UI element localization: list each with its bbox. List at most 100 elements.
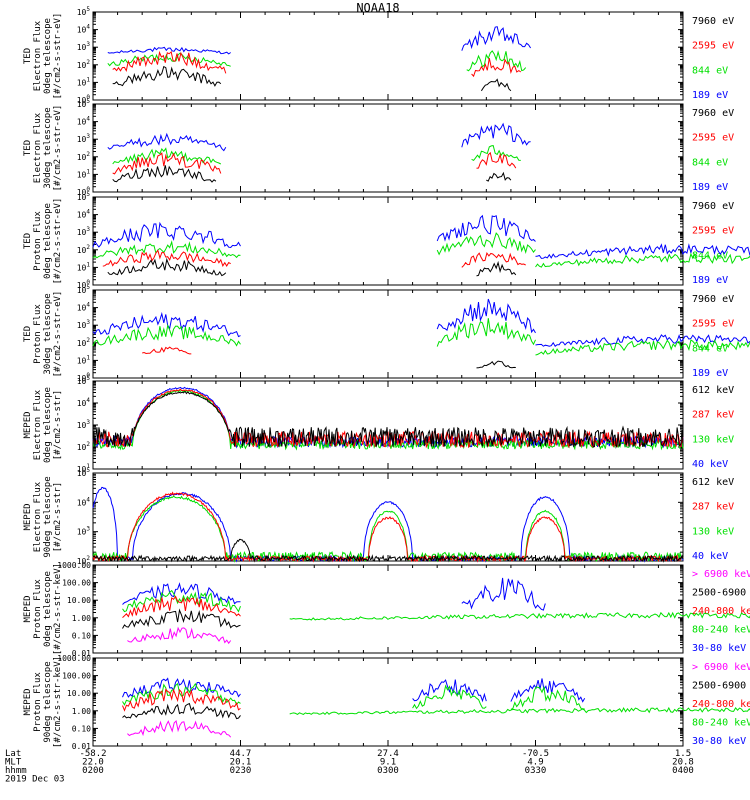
legend-entry: 130 keV [692, 526, 734, 537]
y-axis-label: [#/cm2-s-str-eV] [53, 198, 63, 285]
y-tick-label: 102 [77, 151, 91, 162]
y-tick-label: 103 [77, 133, 91, 144]
legend-entry: 287 keV [692, 410, 734, 421]
y-axis-label: Electron Flux [33, 20, 43, 91]
legend-entry: 189 eV [692, 182, 728, 193]
y-tick-label: 0.10 [72, 631, 91, 640]
series-189-ev-panel-1 [107, 26, 532, 55]
y-tick-label: 1000.00 [57, 654, 91, 663]
time-axis-value: 20.8 [672, 758, 694, 768]
y-axis-label: Proton Flux [33, 579, 43, 639]
series-612-kev-panel-5 [92, 391, 684, 449]
y-tick-label: 101 [77, 354, 91, 365]
legend-entry: 40 keV [692, 551, 728, 562]
y-tick-label: 0.01 [72, 742, 91, 751]
series-7960-ev-panel-3 [107, 257, 517, 277]
y-axis-label: Electron Flux [33, 389, 43, 460]
y-tick-label: 10.00 [67, 689, 91, 698]
panel-5-frame [92, 380, 684, 470]
y-tick-label: 1.00 [72, 614, 91, 623]
legend-entry: 189 eV [692, 90, 728, 101]
time-axis-value: 20.1 [230, 758, 252, 768]
y-tick-label: 100.00 [62, 579, 91, 588]
time-axis-value: 0200 [82, 766, 104, 776]
legend-entry: 7960 eV [692, 201, 734, 212]
y-tick-label: 103 [77, 226, 91, 237]
y-tick-label: 102 [77, 244, 91, 255]
legend-entry: 130 keV [692, 434, 734, 445]
y-tick-label: 105 [77, 284, 91, 295]
series-6900-kev-panel-8 [127, 719, 232, 738]
y-tick-label: 101 [77, 76, 91, 87]
series-2595-ev-panel-3 [102, 249, 526, 268]
y-tick-label: 10.00 [67, 596, 91, 605]
series-6900-kev-panel-7 [127, 626, 232, 645]
y-axis-label: TED [23, 140, 33, 156]
series-287-kev-panel-6 [92, 491, 684, 563]
panel-1-frame [92, 11, 684, 101]
series-189-ev-panel-3 [92, 214, 750, 259]
y-axis-label: 0deg telescope [43, 571, 53, 647]
y-tick-label: 103 [77, 526, 91, 537]
legend-entry: 30-80 keV [692, 643, 746, 654]
time-axis-value: 4.9 [527, 758, 543, 768]
series-612-kev-panel-6 [92, 538, 684, 563]
series-240-800-kev-panel-8 [122, 688, 241, 712]
y-tick-label: 1000.00 [57, 561, 91, 570]
series-40-kev-panel-6 [92, 486, 684, 563]
time-axis-value: 27.4 [377, 749, 399, 759]
series-2595-ev-panel-1 [112, 50, 522, 78]
y-axis-label: 0deg telescope [43, 18, 53, 94]
y-tick-label: 103 [77, 41, 91, 52]
y-axis-label: 90deg telescope [43, 661, 53, 742]
series-7960-ev-panel-4 [476, 360, 516, 369]
y-tick-label: 102 [77, 337, 91, 348]
y-axis-label: TED [23, 48, 33, 64]
y-tick-label: 105 [77, 191, 91, 202]
series-2595-ev-panel-2 [112, 151, 517, 175]
legend-entry: 30-80 keV [692, 736, 746, 747]
time-axis-value: 1.5 [675, 749, 691, 759]
legend-entry: 2595 eV [692, 41, 734, 52]
legend-entry: 844 eV [692, 65, 728, 76]
legend-entry: > 6900 keV [692, 569, 750, 580]
time-axis-value: 9.1 [380, 758, 396, 768]
legend-entry: 2595 eV [692, 226, 734, 237]
y-tick-label: 101 [77, 463, 91, 474]
y-tick-label: 101 [77, 168, 91, 179]
plot-title: NOAA18 [356, 1, 399, 15]
y-tick-label: 1.00 [72, 707, 91, 716]
series-844-ev-panel-3 [92, 232, 750, 268]
y-axis-label: Proton Flux [33, 304, 43, 364]
y-axis-label: MEPED [23, 503, 33, 530]
time-axis-row-label: Lat [5, 749, 21, 759]
legend-entry: 189 eV [692, 275, 728, 286]
legend-entry: 240-800 keV [692, 606, 750, 617]
y-axis-label: [#/cm2-s-str] [53, 390, 63, 460]
series-130-kev-panel-6 [92, 495, 684, 563]
time-axis-value: 22.0 [82, 758, 104, 768]
legend-entry: 2500-6900 [692, 681, 746, 692]
y-axis-label: 90deg telescope [43, 476, 53, 557]
y-tick-label: 104 [77, 24, 91, 35]
series-844-ev-panel-4 [92, 318, 750, 356]
legend-entry: 80-240 keV [692, 625, 750, 636]
panel-6-frame [92, 472, 684, 562]
y-tick-label: 105 [77, 375, 91, 386]
series-40-kev-panel-5 [92, 386, 684, 449]
y-axis-label: [#/cm2-s-str-keV] [53, 563, 63, 655]
legend-entry: 2595 eV [692, 133, 734, 144]
legend-entry: 287 keV [692, 502, 734, 513]
series-30-80-kev-panel-7 [122, 577, 546, 611]
y-axis-label: TED [23, 233, 33, 249]
y-tick-label: 105 [77, 6, 91, 17]
series-7960-ev-panel-1 [112, 65, 512, 92]
y-axis-label: 0deg telescope [43, 387, 53, 463]
y-axis-label: [#/cm2-s-str-eV] [53, 13, 63, 100]
series-189-ev-panel-2 [107, 122, 531, 152]
y-axis-label: Electron Flux [33, 112, 43, 183]
time-axis-value: 0300 [377, 766, 399, 776]
time-axis-value: 44.7 [230, 749, 252, 759]
